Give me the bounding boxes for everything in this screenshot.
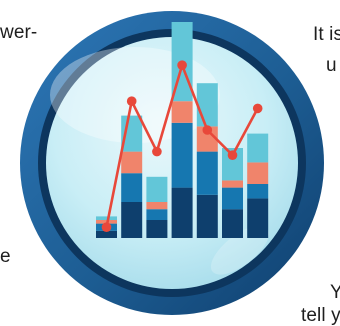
chart-line-series [101,60,263,232]
text-fragment-bottom-left: e [0,246,11,267]
text-fragment-top-right-2: u [326,55,337,76]
bar-segment [247,198,269,238]
bar-segment [196,194,218,238]
line-point [177,60,187,70]
bar-segment [121,202,143,238]
bar-segment [196,151,218,195]
bar-segment [171,101,193,123]
text-fragment-bottom-right-1: Y [330,282,340,303]
bar-segment [222,187,243,210]
bar-segment [247,162,269,184]
bar-segment [121,173,143,202]
line-point [227,150,238,160]
bar-segment [146,220,168,238]
bar-segment [146,176,168,202]
bar-segment [247,184,269,199]
text-fragment-top-right-1: It is [313,24,340,45]
line-point [101,222,112,232]
bar-segment [196,126,218,152]
text-fragment-bottom-right-2: tell y [301,305,340,326]
bar-segment [171,187,193,238]
bar-segment [247,133,269,163]
bar-segment [171,122,193,188]
bar-segment [146,209,168,220]
bar-segment [96,230,117,238]
bar-segment [222,148,243,181]
line-point [202,125,213,135]
bar-segment [146,202,168,210]
line-point [152,146,162,157]
chart-bars [96,22,269,238]
bar-segment [96,216,117,220]
line-point [252,103,263,114]
bar-segment [222,180,243,188]
bar-segment [222,209,243,238]
text-fragment-top-left: wer- [0,22,38,43]
bar-segment [121,151,143,174]
bar-segment [196,83,218,127]
line-point [126,96,137,106]
